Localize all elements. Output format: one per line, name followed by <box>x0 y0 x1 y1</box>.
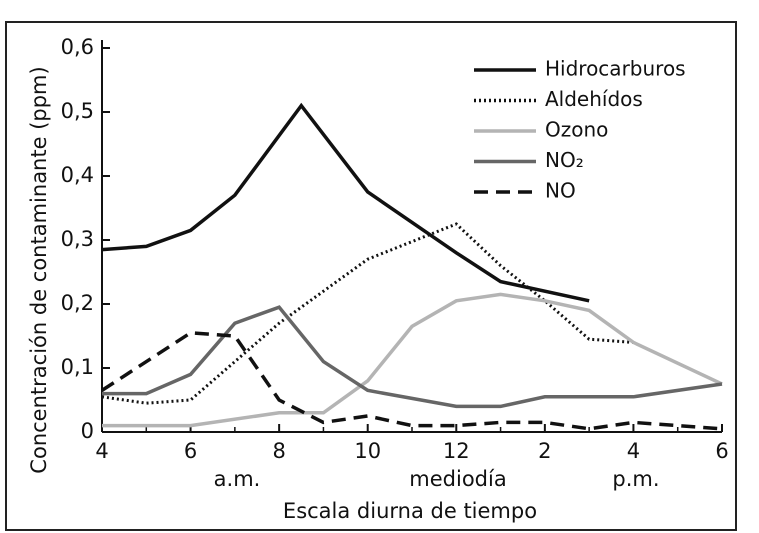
y-tick-label: 0,1 <box>61 355 94 379</box>
y-axis-label: Concentración de contaminante (ppm) <box>27 66 51 473</box>
annotation: p.m. <box>612 467 659 491</box>
legend-label: Aldehídos <box>545 87 643 111</box>
series-line <box>101 222 634 405</box>
x-tick-label: 2 <box>538 439 551 463</box>
x-tick-label: 4 <box>95 439 108 463</box>
series-line <box>101 331 723 431</box>
x-tick-label: 6 <box>184 439 197 463</box>
series-line <box>101 102 590 303</box>
x-tick-label: 4 <box>627 439 640 463</box>
legend-label: Hidrocarburos <box>545 57 686 81</box>
y-tick-label: 0,3 <box>61 227 94 251</box>
x-tick-label: 8 <box>272 439 285 463</box>
frame <box>5 21 737 531</box>
x-axis-label: Escala diurna de tiempo <box>283 499 537 523</box>
series-line <box>102 292 723 428</box>
y-tick-label: 0 <box>81 419 94 443</box>
legend-label: Ozono <box>545 118 608 142</box>
y-tick-label: 0,5 <box>61 99 94 123</box>
y-tick-label: 0,2 <box>61 291 94 315</box>
x-tick-label: 10 <box>354 439 381 463</box>
legend-label: NO₂ <box>545 148 584 172</box>
legend-label: NO <box>545 179 576 203</box>
x-tick-label: 12 <box>443 439 470 463</box>
x-tick-label: 6 <box>715 439 728 463</box>
y-tick-label: 0,6 <box>61 35 94 59</box>
annotation: mediodía <box>409 467 506 491</box>
annotation: a.m. <box>214 467 261 491</box>
y-tick-label: 0,4 <box>61 163 94 187</box>
series-line <box>102 305 723 409</box>
